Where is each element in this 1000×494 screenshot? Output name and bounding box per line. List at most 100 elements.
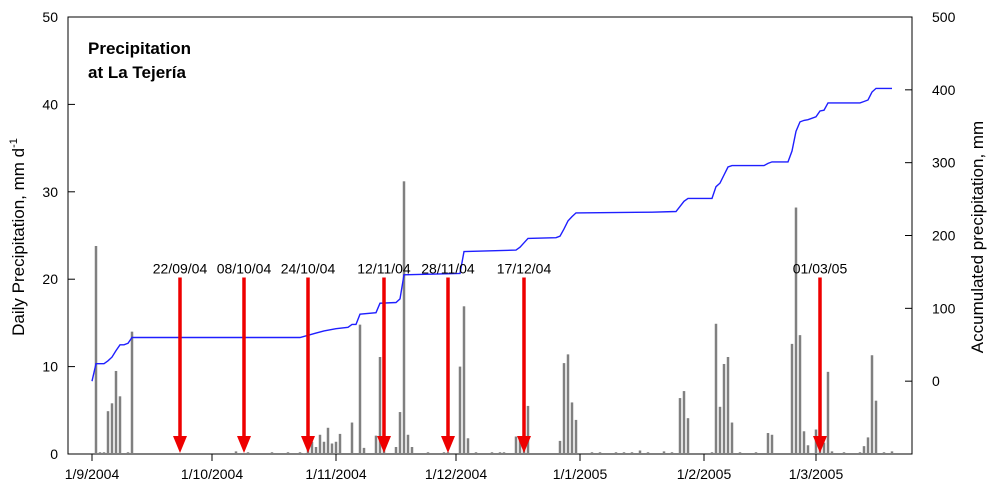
right-tick-label-2: 200 <box>932 228 956 244</box>
right-tick-label-4: 400 <box>932 82 956 98</box>
precip-bar-56 <box>614 452 618 454</box>
precip-bar-85 <box>830 451 834 454</box>
precip-bar-23 <box>338 433 342 454</box>
annotation-label-0: 22/09/04 <box>153 260 208 276</box>
precip-bar-0 <box>94 245 98 454</box>
accumulated-precipitation-line <box>91 87 892 382</box>
annotation-label-6: 01/03/05 <box>793 260 848 276</box>
precip-bar-76 <box>790 343 794 454</box>
precip-bar-25 <box>358 324 362 454</box>
precip-bar-67 <box>714 323 718 454</box>
precip-bar-44 <box>502 452 506 454</box>
precip-bar-55 <box>598 452 602 454</box>
precip-bar-45 <box>514 436 518 454</box>
precip-bar-63 <box>678 398 682 454</box>
precip-bar-28 <box>378 356 382 454</box>
arrow-head-6 <box>813 436 827 453</box>
annotation-label-4: 28/11/04 <box>421 260 475 276</box>
chart-title-line-1: Precipitation <box>88 39 191 58</box>
x-tick-label-1: 1/10/2004 <box>181 466 243 482</box>
precip-bar-75 <box>770 434 774 454</box>
arrow-head-4 <box>441 436 455 453</box>
precip-bar-38 <box>458 366 462 454</box>
precip-bar-8 <box>130 331 134 454</box>
arrow-head-2 <box>301 436 315 453</box>
precip-bar-64 <box>682 391 686 454</box>
precip-bar-83 <box>822 442 826 454</box>
plot-frame <box>67 16 913 455</box>
precip-bar-86 <box>842 452 846 454</box>
precip-bar-16 <box>310 441 314 454</box>
precip-bar-2 <box>102 452 106 454</box>
precip-bar-26 <box>362 447 366 454</box>
precip-bar-22 <box>334 441 338 454</box>
precip-bar-18 <box>318 434 322 454</box>
annotation-label-1: 08/10/04 <box>217 260 272 276</box>
precip-bar-48 <box>526 405 530 454</box>
right-tick-label-1: 100 <box>932 300 956 316</box>
precip-bar-92 <box>882 452 886 454</box>
precip-bar-93 <box>890 451 894 454</box>
annotation-label-5: 17/12/04 <box>497 260 552 276</box>
precip-bar-79 <box>802 431 806 454</box>
left-tick-label-3: 30 <box>42 184 58 200</box>
precip-bar-19 <box>322 441 326 454</box>
right-tick-label-0: 0 <box>932 373 940 389</box>
precip-bar-39 <box>462 306 466 454</box>
arrow-head-5 <box>517 436 531 453</box>
precip-bar-52 <box>570 402 574 454</box>
precip-bar-21 <box>330 443 334 454</box>
precip-bar-80 <box>806 445 810 454</box>
precip-bar-14 <box>302 453 306 454</box>
x-tick-label-5: 1/2/2005 <box>677 466 732 482</box>
precip-bar-33 <box>406 434 410 454</box>
left-tick-label-5: 50 <box>42 9 58 25</box>
precip-bar-30 <box>394 447 398 454</box>
x-tick-label-0: 1/9/2004 <box>65 466 120 482</box>
precip-bar-72 <box>738 452 742 454</box>
precip-bar-74 <box>766 433 770 454</box>
x-tick-label-3: 1/12/2004 <box>425 466 487 482</box>
left-tick-label-0: 0 <box>50 446 58 462</box>
precip-bar-58 <box>630 452 634 454</box>
precip-bar-42 <box>490 452 494 454</box>
precip-bar-84 <box>826 371 830 454</box>
precip-bar-49 <box>558 440 562 454</box>
precip-bar-9 <box>234 451 238 454</box>
precip-bar-27 <box>374 435 378 454</box>
precip-bar-5 <box>114 370 118 454</box>
left-tick-label-1: 10 <box>42 359 58 375</box>
precip-bar-6 <box>118 396 122 454</box>
precip-bar-1 <box>98 452 102 454</box>
annotation-label-3: 12/11/04 <box>357 260 411 276</box>
accumulated-precipitation-line-group <box>91 87 892 382</box>
precip-bar-50 <box>562 363 566 454</box>
precip-bar-37 <box>446 452 450 454</box>
left-axis-label: Daily Precipitation, mm d-1 <box>8 138 28 336</box>
precip-bar-32 <box>402 181 406 454</box>
precip-bar-60 <box>646 452 650 454</box>
arrow-head-0 <box>173 436 187 453</box>
precip-bar-51 <box>566 354 570 454</box>
precip-bar-87 <box>858 452 862 454</box>
right-y-axis: 0 100 200 300 400 500 <box>905 9 956 389</box>
precip-bar-41 <box>474 452 478 454</box>
precip-bar-78 <box>798 335 802 454</box>
precip-bar-59 <box>638 450 642 454</box>
precip-bar-43 <box>498 452 502 454</box>
precip-bar-77 <box>794 207 798 454</box>
x-axis: 1/9/2004 1/10/2004 1/11/2004 1/12/2004 1/1/2… <box>65 454 843 482</box>
x-tick-label-2: 1/11/2004 <box>305 466 366 482</box>
precip-bar-4 <box>110 403 114 454</box>
precip-bar-7 <box>126 452 130 454</box>
precip-bar-65 <box>686 418 690 454</box>
precip-bar-90 <box>870 355 874 454</box>
precip-bar-88 <box>862 446 866 454</box>
arrow-head-1 <box>237 436 251 453</box>
precip-bar-3 <box>106 411 110 454</box>
precip-bar-71 <box>730 422 734 454</box>
precip-bar-12 <box>286 452 290 454</box>
annotation-label-2: 24/10/04 <box>281 260 336 276</box>
precip-bar-61 <box>662 451 666 454</box>
